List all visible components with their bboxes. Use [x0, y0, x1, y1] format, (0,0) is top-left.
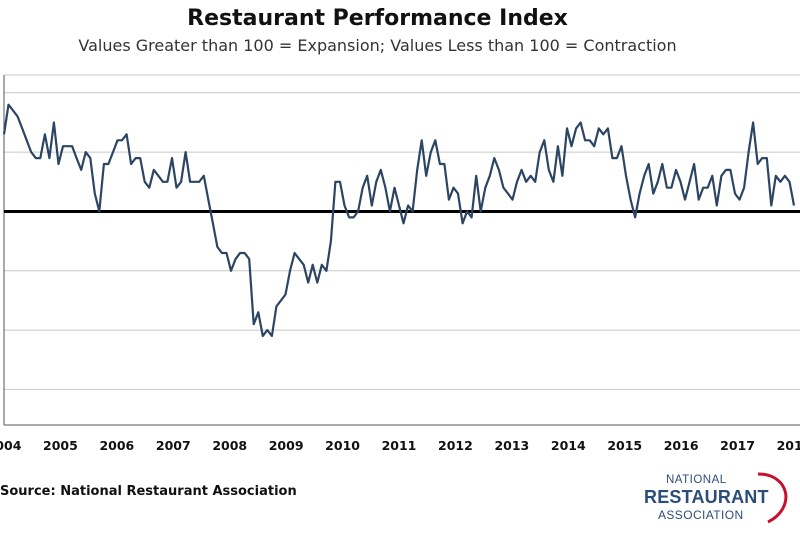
chart-title: Restaurant Performance Index: [187, 6, 568, 31]
nra-logo: NATIONAL RESTAURANT ASSOCIATION: [640, 468, 790, 528]
x-tick-label: 2009: [269, 438, 304, 453]
x-tick-label: 2013: [494, 438, 529, 453]
x-tick-label: 2015: [607, 438, 642, 453]
x-tick-label: 2005: [43, 438, 78, 453]
logo-line-national: NATIONAL: [666, 474, 727, 486]
x-tick-label: 2016: [664, 438, 699, 453]
x-tick-label: 2008: [212, 438, 247, 453]
x-tick-label: 2014: [551, 438, 586, 453]
x-tick-label: 2006: [99, 438, 134, 453]
x-tick-label: 2012: [438, 438, 473, 453]
x-tick-label: 2017: [720, 438, 755, 453]
logo-line-association: ASSOCIATION: [658, 508, 744, 522]
x-tick-label: 2007: [156, 438, 191, 453]
series-line-rpi: [2, 103, 796, 338]
source-note: Source: National Restaurant Association: [0, 484, 297, 499]
logo-swoosh-icon: [757, 472, 788, 524]
x-tick-label: 2018: [777, 438, 800, 453]
chart-subtitle: Values Greater than 100 = Expansion; Val…: [78, 36, 677, 55]
line-chart: 2004 2005 2006 2007 2008 2009 2010 2011 2012 2013…: [0, 74, 800, 453]
x-tick-label: 2011: [382, 438, 417, 453]
logo-line-restaurant: RESTAURANT: [644, 487, 769, 507]
x-tick-label: 2010: [325, 438, 360, 453]
x-tick-label: 2004: [0, 438, 22, 453]
